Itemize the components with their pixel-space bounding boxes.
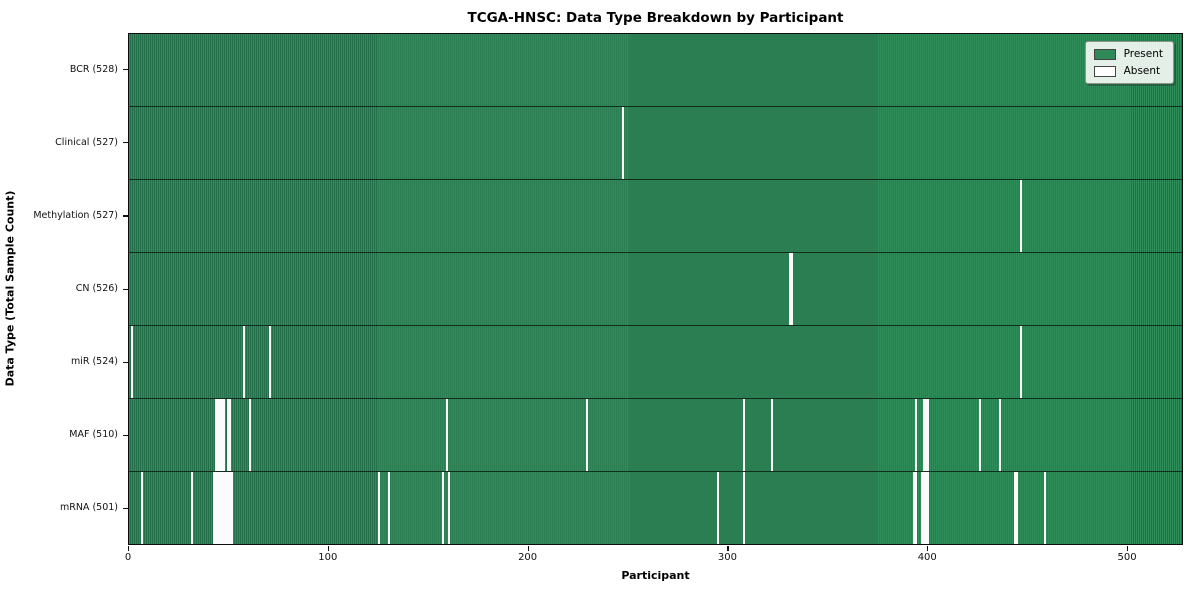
absent-line (771, 399, 774, 471)
absent-line (446, 399, 449, 471)
absent-line (448, 472, 451, 544)
absent-line (378, 472, 381, 544)
absent-line (922, 399, 925, 471)
absent-line (621, 107, 624, 179)
x-tick-label: 400 (917, 552, 937, 563)
absent-line (228, 472, 231, 544)
absent-line (914, 399, 917, 471)
absent-line (920, 472, 923, 544)
legend-swatch-present (1093, 48, 1116, 60)
absent-line (1020, 326, 1023, 398)
chart-title: TCGA-HNSC: Data Type Breakdown by Partic… (467, 10, 844, 26)
absent-line (922, 472, 925, 544)
heatmap-row-BCR (129, 34, 1182, 107)
absent-line (216, 472, 219, 544)
absent-line (222, 399, 225, 471)
x-tick (527, 546, 529, 551)
x-tick-label: 300 (717, 552, 737, 563)
absent-line (218, 399, 221, 471)
x-tick (1127, 546, 1129, 551)
y-tick-label: Methylation (527) (33, 209, 118, 221)
absent-line (743, 472, 746, 544)
absent-line (388, 472, 391, 544)
absent-line (978, 399, 981, 471)
y-tick-label: BCR (528) (69, 63, 118, 75)
heatmap-row-mRNA (129, 472, 1182, 544)
absent-line (226, 399, 229, 471)
y-tick (123, 507, 128, 510)
heatmap-row-CN (129, 253, 1182, 326)
absent-line (924, 399, 927, 471)
absent-line (220, 399, 223, 471)
absent-line (1014, 472, 1017, 544)
y-tick (123, 434, 128, 436)
x-tick-label: 100 (318, 552, 338, 563)
plot-area: Present Absent (128, 33, 1183, 545)
absent-line (789, 253, 792, 325)
x-tick (927, 546, 929, 551)
absent-line (998, 399, 1001, 471)
y-tick-label: CN (526) (75, 283, 118, 294)
absent-line (924, 472, 927, 544)
x-tick (727, 546, 729, 551)
absent-line (224, 472, 227, 544)
legend-label: Present (1123, 48, 1163, 60)
absent-line (242, 326, 245, 398)
absent-line (585, 399, 588, 471)
heatmap-row-miR (129, 326, 1182, 399)
x-axis-label: Participant (621, 569, 690, 582)
absent-line (220, 472, 223, 544)
heatmap-row-Clinical (129, 107, 1182, 180)
legend-item-present: Present (1093, 48, 1163, 60)
absent-line (214, 399, 217, 471)
absent-line (222, 472, 225, 544)
absent-line (212, 472, 215, 544)
absent-line (248, 399, 251, 471)
y-tick-label: mRNA (501) (59, 502, 118, 514)
y-tick (123, 215, 128, 217)
y-tick (123, 288, 128, 290)
absent-line (743, 399, 746, 471)
legend-label: Absent (1123, 65, 1161, 77)
y-tick-label: Clinical (527) (55, 136, 118, 148)
x-tick (128, 546, 130, 551)
x-tick-label: 200 (518, 552, 538, 563)
absent-line (926, 399, 929, 471)
absent-line (1016, 472, 1019, 544)
y-tick (123, 361, 128, 363)
absent-line (791, 253, 794, 325)
absent-line (226, 472, 229, 544)
legend-item-absent: Absent (1093, 65, 1163, 77)
absent-line (214, 472, 217, 544)
absent-line (216, 399, 219, 471)
absent-line (926, 472, 929, 544)
y-tick-label: MAF (510) (69, 429, 118, 441)
y-tick-label: miR (524) (70, 356, 118, 368)
absent-line (218, 472, 221, 544)
absent-line (130, 326, 133, 398)
absent-line (912, 472, 915, 544)
absent-line (1020, 180, 1023, 252)
absent-line (140, 472, 143, 544)
absent-line (190, 472, 193, 544)
absent-line (230, 472, 233, 544)
y-tick (123, 142, 128, 144)
x-tick-label: 500 (1117, 552, 1137, 563)
absent-line (228, 399, 231, 471)
y-tick (123, 69, 128, 71)
heatmap-row-MAF (129, 399, 1182, 472)
x-tick (327, 546, 329, 551)
absent-line (442, 472, 445, 544)
legend: Present Absent (1084, 41, 1174, 84)
absent-line (1044, 472, 1047, 544)
heatmap-rows (129, 34, 1182, 544)
absent-line (717, 472, 720, 544)
absent-line (914, 472, 917, 544)
absent-line (268, 326, 271, 398)
legend-swatch-absent (1093, 65, 1116, 77)
heatmap-row-Methylation (129, 180, 1182, 253)
x-tick-label: 0 (124, 552, 132, 563)
